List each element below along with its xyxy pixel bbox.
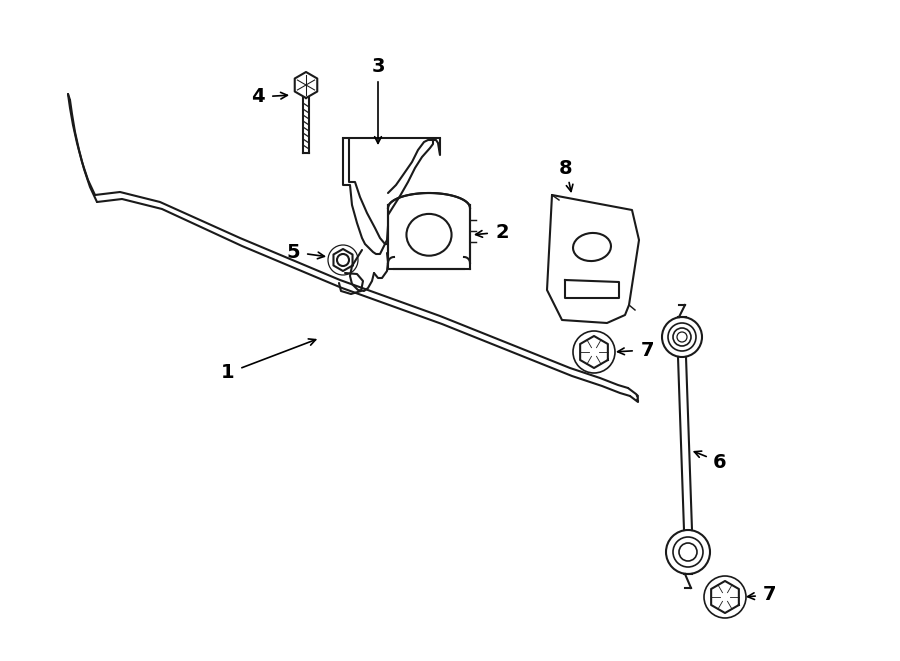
Text: 5: 5	[286, 243, 300, 262]
Text: 3: 3	[371, 58, 385, 77]
Text: 8: 8	[559, 159, 572, 178]
Text: 6: 6	[713, 453, 727, 471]
Text: 7: 7	[763, 586, 777, 605]
Text: 2: 2	[495, 223, 508, 241]
Text: 4: 4	[251, 87, 265, 106]
Text: 7: 7	[640, 340, 653, 360]
Polygon shape	[711, 581, 739, 613]
Text: 1: 1	[221, 364, 235, 383]
Polygon shape	[580, 336, 608, 368]
